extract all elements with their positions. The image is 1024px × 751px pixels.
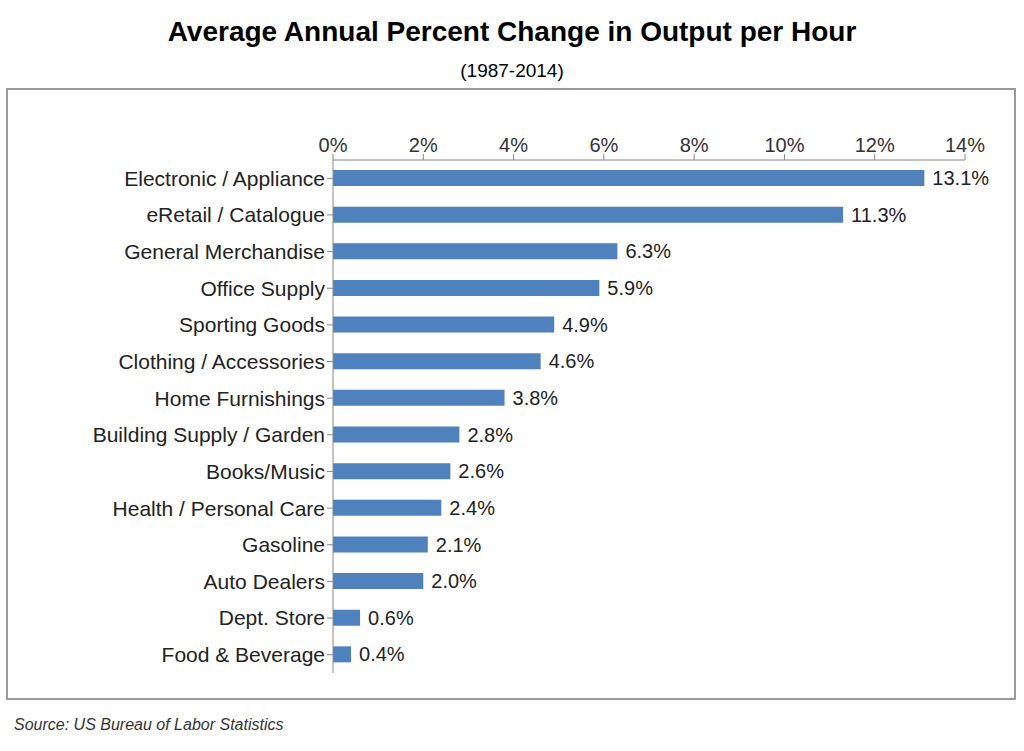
svg-text:Books/Music: Books/Music: [206, 460, 325, 483]
svg-text:6%: 6%: [589, 134, 618, 156]
svg-text:Office Supply: Office Supply: [200, 277, 325, 300]
svg-text:8%: 8%: [680, 134, 709, 156]
svg-text:12%: 12%: [855, 134, 895, 156]
svg-text:2.1%: 2.1%: [436, 534, 482, 556]
svg-text:14%: 14%: [945, 134, 985, 156]
svg-text:4%: 4%: [499, 134, 528, 156]
svg-text:Health / Personal Care: Health / Personal Care: [113, 497, 325, 520]
svg-text:Building Supply / Garden: Building Supply / Garden: [93, 423, 325, 446]
svg-text:eRetail / Catalogue: eRetail / Catalogue: [146, 203, 325, 226]
svg-text:0.4%: 0.4%: [359, 643, 405, 665]
html-text:(1987-2014): (1987-2014): [460, 60, 564, 81]
svg-text:4.6%: 4.6%: [549, 350, 595, 372]
svg-text:0%: 0%: [319, 134, 348, 156]
svg-text:0.6%: 0.6%: [368, 607, 414, 629]
svg-text:2.6%: 2.6%: [458, 460, 504, 482]
svg-text:Home Furnishings: Home Furnishings: [155, 387, 325, 410]
svg-text:3.8%: 3.8%: [513, 387, 559, 409]
svg-text:Sporting Goods: Sporting Goods: [179, 313, 325, 336]
svg-text:Dept. Store: Dept. Store: [219, 606, 325, 629]
svg-text:5.9%: 5.9%: [607, 277, 653, 299]
svg-text:13.1%: 13.1%: [932, 167, 989, 189]
svg-text:2.8%: 2.8%: [467, 424, 513, 446]
svg-text:6.3%: 6.3%: [625, 240, 671, 262]
svg-text:Electronic / Appliance: Electronic / Appliance: [124, 167, 325, 190]
svg-text:Clothing / Accessories: Clothing / Accessories: [118, 350, 325, 373]
svg-text:Gasoline: Gasoline: [242, 533, 325, 556]
html-text:Source: US Bureau of Labor Sta: Source: US Bureau of Labor Statistics: [14, 716, 284, 733]
svg-text:General Merchandise: General Merchandise: [124, 240, 325, 263]
svg-text:Auto Dealers: Auto Dealers: [204, 570, 325, 593]
svg-text:11.3%: 11.3%: [851, 204, 906, 226]
svg-text:4.9%: 4.9%: [562, 314, 608, 336]
svg-text:2.0%: 2.0%: [431, 570, 477, 592]
html-text:Average Annual Percent Change: Average Annual Percent Change in Output …: [167, 16, 857, 47]
svg-text:10%: 10%: [764, 134, 804, 156]
svg-text:Food & Beverage: Food & Beverage: [162, 643, 325, 666]
svg-text:2%: 2%: [409, 134, 438, 156]
svg-text:2.4%: 2.4%: [449, 497, 495, 519]
